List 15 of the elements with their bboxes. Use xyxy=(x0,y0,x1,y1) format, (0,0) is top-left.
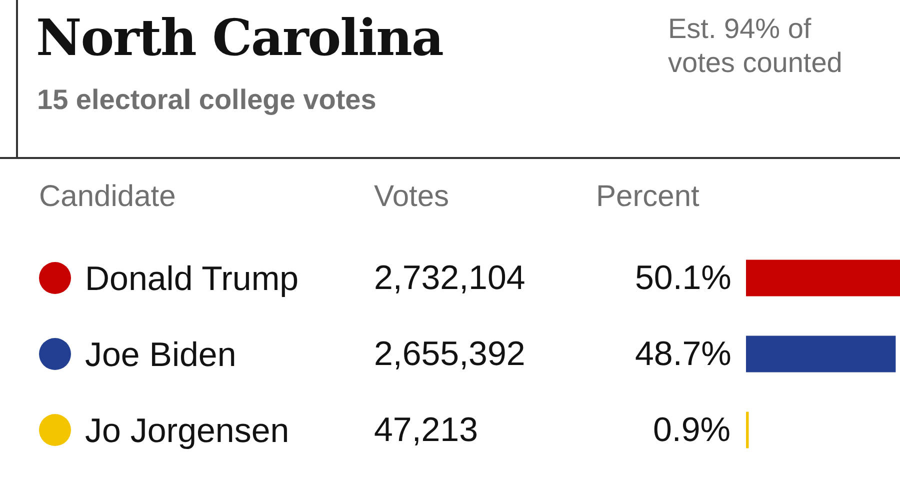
text: 2,655,392 xyxy=(374,335,526,373)
y-tick-label: Donald Trump xyxy=(85,260,299,298)
text: 47,213 xyxy=(374,411,478,449)
data-label: 48.7% xyxy=(635,335,732,373)
text: Percent xyxy=(596,180,700,213)
text: Est. 94% of votes counted xyxy=(668,12,844,80)
data-label: 50.1% xyxy=(635,259,732,297)
y-tick-label: Jo Jorgensen xyxy=(85,412,290,450)
text: North Carolina xyxy=(36,8,443,67)
text: Candidate xyxy=(39,180,176,213)
y-tick-label: Joe Biden xyxy=(85,336,236,374)
data-label: 0.9% xyxy=(653,411,730,449)
text: 2,732,104 xyxy=(374,259,526,297)
text: Votes xyxy=(374,180,450,213)
text: 15 electoral college votes xyxy=(37,84,376,116)
